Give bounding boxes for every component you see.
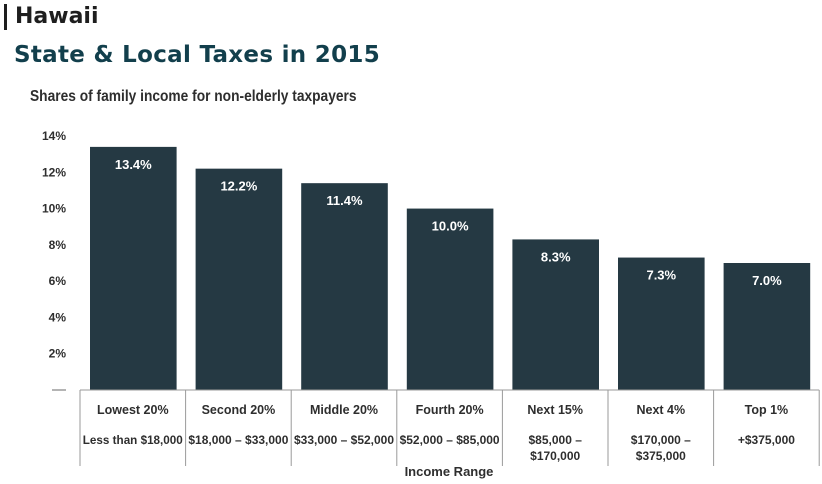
income-range-label: $170,000 – bbox=[631, 433, 691, 447]
income-range-label: +$375,000 bbox=[738, 433, 795, 447]
category-label: Second 20% bbox=[202, 403, 276, 417]
y-tick-label: 4% bbox=[49, 310, 67, 324]
x-axis: Lowest 20% Less than $18,000 Second 20% $18… bbox=[79, 389, 820, 466]
y-axis: 2% 4% 6% 8% 10% 12% 14% bbox=[42, 129, 67, 391]
category-label: Fourth 20% bbox=[416, 403, 484, 417]
bar-7 bbox=[723, 263, 811, 390]
bar-4 bbox=[406, 208, 494, 390]
income-range-label: $33,000 – $52,000 bbox=[294, 433, 394, 447]
category-label: Lowest 20% bbox=[97, 403, 169, 417]
y-tick-label: 2% bbox=[49, 347, 67, 361]
y-tick-label: 6% bbox=[49, 274, 67, 288]
income-range-label: $18,000 – $33,000 bbox=[188, 433, 288, 447]
bar-value-label: 10.0% bbox=[432, 219, 469, 234]
chart-subtitle: Shares of family income for non-elderly … bbox=[30, 88, 357, 105]
bar-5 bbox=[512, 239, 599, 390]
category-label: Middle 20% bbox=[310, 403, 378, 417]
bar-value-label: 8.3% bbox=[541, 249, 571, 264]
bar-value-label: 7.0% bbox=[752, 273, 782, 288]
bar-6 bbox=[618, 257, 705, 390]
y-tick-label: 8% bbox=[49, 238, 67, 252]
income-range-label: $375,000 bbox=[636, 449, 686, 463]
category-label: Next 4% bbox=[636, 403, 685, 417]
income-range-label: $170,000 bbox=[530, 449, 580, 463]
income-range-label: Less than $18,000 bbox=[83, 433, 183, 447]
y-tick-label: 12% bbox=[42, 165, 66, 179]
page-title: State & Local Taxes in 2015 bbox=[14, 42, 381, 68]
bar-1 bbox=[90, 146, 177, 390]
bar-value-label: 7.3% bbox=[646, 268, 676, 283]
category-label: Top 1% bbox=[745, 403, 789, 417]
income-range-label: $52,000 – $85,000 bbox=[400, 433, 500, 447]
bar-value-label: 12.2% bbox=[220, 179, 257, 194]
income-range-label: $85,000 – bbox=[529, 433, 583, 447]
state-title: Hawaii bbox=[4, 4, 99, 30]
bar-value-label: 11.4% bbox=[326, 193, 363, 208]
category-label: Next 15% bbox=[527, 403, 583, 417]
bar-2 bbox=[195, 168, 283, 390]
bar-3 bbox=[301, 183, 388, 390]
y-tick-label: 10% bbox=[42, 202, 66, 216]
bars: 13.4% 12.2% 11.4% 10.0% 8.3% 7.3% 7.0% bbox=[90, 146, 811, 390]
y-tick-label: 14% bbox=[42, 129, 66, 143]
bar-value-label: 13.4% bbox=[115, 157, 152, 172]
x-axis-label: Income Range bbox=[405, 464, 494, 479]
